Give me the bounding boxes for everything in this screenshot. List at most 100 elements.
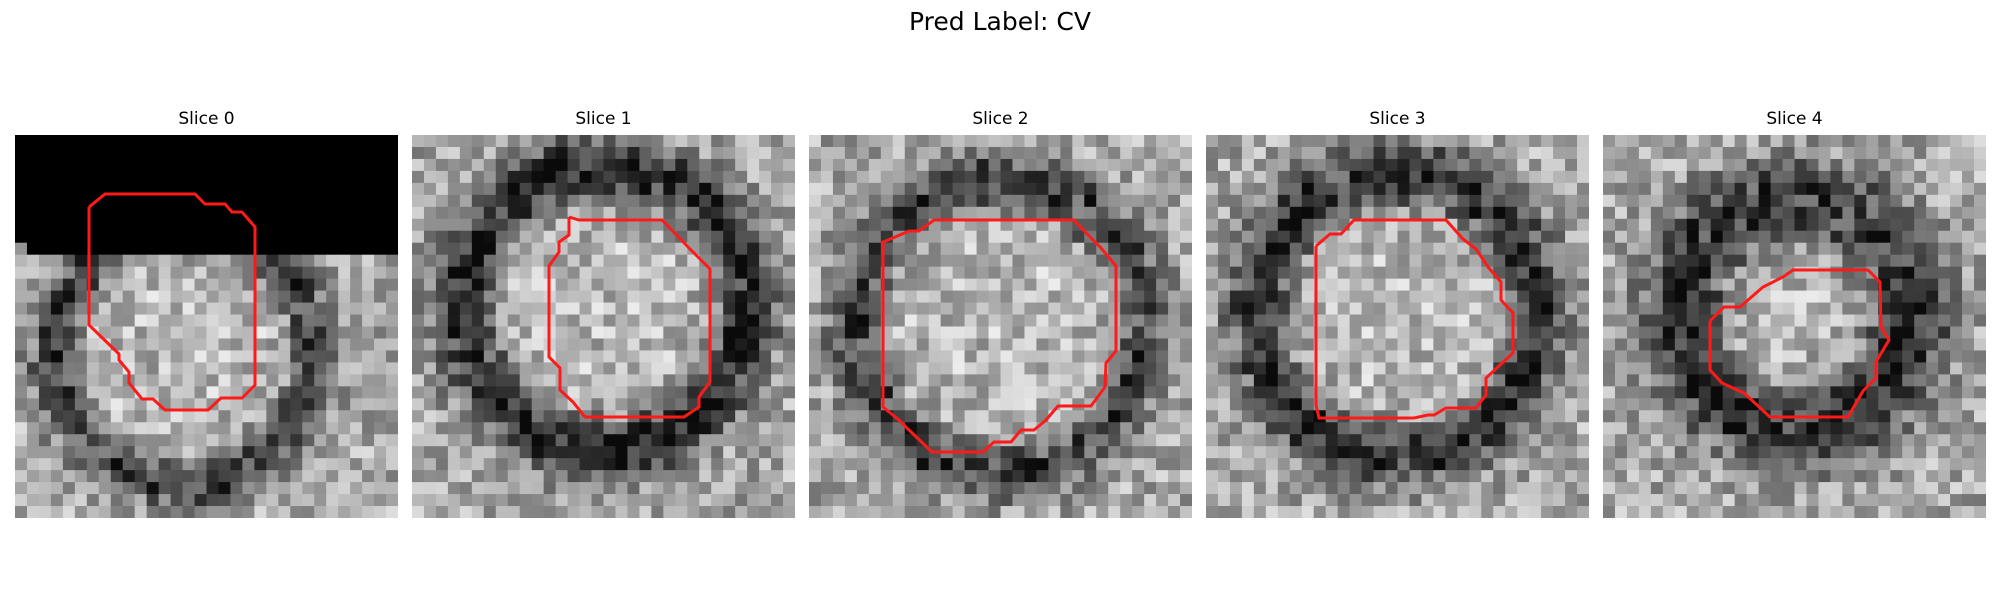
pixel [1626,135,1640,148]
pixel [1289,410,1303,423]
pixel [1433,302,1446,316]
pixel [832,374,846,387]
pixel [1830,422,1843,435]
pixel [1469,278,1482,292]
pixel [567,314,581,328]
pixel [1806,314,1820,328]
pixel [1469,506,1482,518]
pixel [1638,314,1652,328]
pixel [1553,506,1566,518]
pixel [1120,266,1133,280]
pixel [988,386,1002,399]
pixel [1866,218,1879,232]
pixel [1084,218,1097,232]
pixel [1577,458,1589,471]
pixel [747,290,760,304]
pixel [735,470,748,483]
pixel [1241,302,1255,316]
pixel [663,398,676,411]
pixel [1577,254,1589,268]
pixel [1168,326,1181,340]
pixel [62,314,76,328]
pixel [1036,506,1049,518]
pixel [1938,434,1951,447]
pixel [1409,446,1423,459]
pixel [1878,254,1891,268]
pixel [916,242,930,256]
pixel [38,170,52,184]
pixel [964,158,978,172]
pixel [110,266,124,280]
pixel [362,362,375,375]
pixel [146,182,160,196]
pixel [1686,290,1700,304]
pixel [1337,278,1351,292]
pixel [412,206,425,220]
pixel [820,254,834,268]
pixel [1469,350,1482,364]
pixel [1096,230,1109,244]
pixel [615,170,629,184]
pixel [711,170,724,184]
pixel [170,218,184,232]
pixel [1842,146,1855,160]
pixel [1144,386,1157,399]
pixel [1614,278,1628,292]
pixel [230,278,244,292]
pixel [1301,194,1315,208]
pixel [254,290,267,304]
pixel [783,338,795,352]
pixel [50,182,64,196]
pixel [844,338,858,352]
pixel [447,290,461,304]
pixel [759,506,772,518]
pixel [1481,374,1494,387]
pixel [218,182,232,196]
segmentation-contour [547,215,712,419]
pixel [832,506,846,518]
pixel [964,242,978,256]
pixel [1289,314,1303,328]
pixel [531,374,545,387]
pixel [1565,362,1578,375]
pixel [1902,434,1915,447]
pixel [374,194,387,208]
pixel [1770,254,1784,268]
pixel [1770,398,1784,411]
pixel [1565,266,1578,280]
pixel [206,410,220,423]
pixel [1000,494,1014,507]
pixel [1241,422,1255,435]
pixel [326,242,339,256]
pixel [386,374,398,387]
pixel [639,146,652,160]
pixel [747,386,760,399]
pixel [1818,434,1832,447]
pixel [1614,458,1628,471]
pixel [880,506,894,518]
pixel [1000,254,1014,268]
pixel [1277,135,1291,148]
pixel [1469,218,1482,232]
pixel [1734,278,1748,292]
pixel [1229,182,1243,196]
pixel [1180,206,1192,220]
pixel [747,146,760,160]
pixel [74,182,88,196]
pixel [1722,206,1736,220]
pixel [1914,386,1927,399]
pixel [1866,206,1879,220]
pixel [809,506,822,518]
pixel [314,458,327,471]
pixel [1722,242,1736,256]
pixel [1457,494,1470,507]
pixel [1794,218,1808,232]
pixel [1217,398,1231,411]
pixel [1505,158,1518,172]
pixel [1746,302,1760,316]
pixel [1782,446,1796,459]
pixel [747,398,760,411]
pixel [1000,338,1014,352]
pixel [1926,374,1939,387]
pixel [1782,278,1796,292]
